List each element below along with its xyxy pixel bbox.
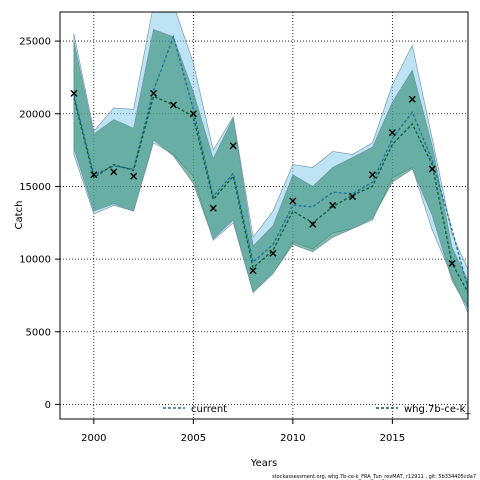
footer-text: stockassessment.org, whg.7b-ce-k_FRA_Tun… bbox=[272, 474, 476, 480]
observed-point-2011 bbox=[309, 220, 317, 228]
observed-mark-b bbox=[289, 197, 297, 205]
x-tick-label-2010: 2010 bbox=[280, 433, 305, 444]
series-line-1 bbox=[73, 34, 468, 289]
observed-mark-b bbox=[309, 220, 317, 228]
observed-point-2007 bbox=[229, 142, 237, 150]
y-tick-label-10000: 10000 bbox=[19, 255, 51, 266]
x-tick-label-2005: 2005 bbox=[181, 433, 206, 444]
observed-mark-b bbox=[349, 193, 357, 201]
confidence-bands bbox=[73, 12, 468, 314]
observed-point-2002 bbox=[130, 172, 138, 180]
observed-point-2009 bbox=[269, 249, 277, 257]
y-tick-label-25000: 25000 bbox=[19, 37, 51, 48]
observed-point-2018 bbox=[448, 259, 456, 267]
observed-point-2015 bbox=[388, 129, 396, 137]
legend-label-2: whg.7b-ce-k_ bbox=[404, 404, 471, 415]
observed-point-2000 bbox=[90, 171, 98, 179]
y-axis-title: Catch bbox=[14, 201, 25, 230]
x-tick-label-2000: 2000 bbox=[81, 433, 106, 444]
observed-mark-b bbox=[428, 165, 436, 173]
observed-point-2001 bbox=[110, 168, 118, 176]
observed-mark-b bbox=[269, 249, 277, 257]
observed-mark-b bbox=[408, 95, 416, 103]
observed-mark-b bbox=[110, 168, 118, 176]
series-line-2 bbox=[73, 95, 468, 293]
observed-point-2012 bbox=[329, 201, 337, 209]
observed-mark-b bbox=[189, 110, 197, 118]
observed-mark-b bbox=[90, 171, 98, 179]
observed-mark-b bbox=[229, 142, 237, 150]
observed-mark-b bbox=[388, 129, 396, 137]
observed-point-2008 bbox=[249, 267, 257, 275]
observed-point-2006 bbox=[209, 204, 217, 212]
series-lines bbox=[73, 34, 468, 293]
plot-frame bbox=[59, 11, 469, 420]
observed-mark-b bbox=[150, 89, 158, 97]
observed-mark-b bbox=[130, 172, 138, 180]
observed-points bbox=[70, 89, 456, 275]
observed-point-2014 bbox=[368, 171, 376, 179]
observed-point-2010 bbox=[289, 197, 297, 205]
y-tick-label-5000: 5000 bbox=[26, 327, 51, 338]
y-axis-ticks: 0 5000 10000 15000 20000 25000 bbox=[19, 37, 60, 411]
observed-mark-b bbox=[70, 89, 78, 97]
observed-point-2017 bbox=[428, 165, 436, 173]
observed-point-2016 bbox=[408, 95, 416, 103]
ci-band-2 bbox=[73, 28, 468, 310]
observed-mark-b bbox=[368, 171, 376, 179]
x-tick-label-2015: 2015 bbox=[380, 433, 405, 444]
observed-mark-b bbox=[169, 101, 177, 109]
observed-point-2013 bbox=[349, 193, 357, 201]
observed-point-2005 bbox=[189, 110, 197, 118]
legend-label-1: current bbox=[191, 404, 227, 415]
observed-point-2003 bbox=[150, 89, 158, 97]
y-tick-label-20000: 20000 bbox=[19, 109, 51, 120]
observed-point-2004 bbox=[169, 101, 177, 109]
legend: current whg.7b-ce-k_ bbox=[163, 404, 471, 415]
observed-mark-b bbox=[209, 204, 217, 212]
observed-mark-b bbox=[329, 201, 337, 209]
x-axis-title: Years bbox=[250, 458, 277, 469]
observed-point-1999 bbox=[70, 89, 78, 97]
y-tick-label-15000: 15000 bbox=[19, 182, 51, 193]
observed-mark-b bbox=[448, 259, 456, 267]
x-axis-ticks: 2000 2005 2010 2015 bbox=[81, 419, 405, 444]
observed-mark-b bbox=[249, 267, 257, 275]
y-tick-label-0: 0 bbox=[45, 400, 51, 411]
